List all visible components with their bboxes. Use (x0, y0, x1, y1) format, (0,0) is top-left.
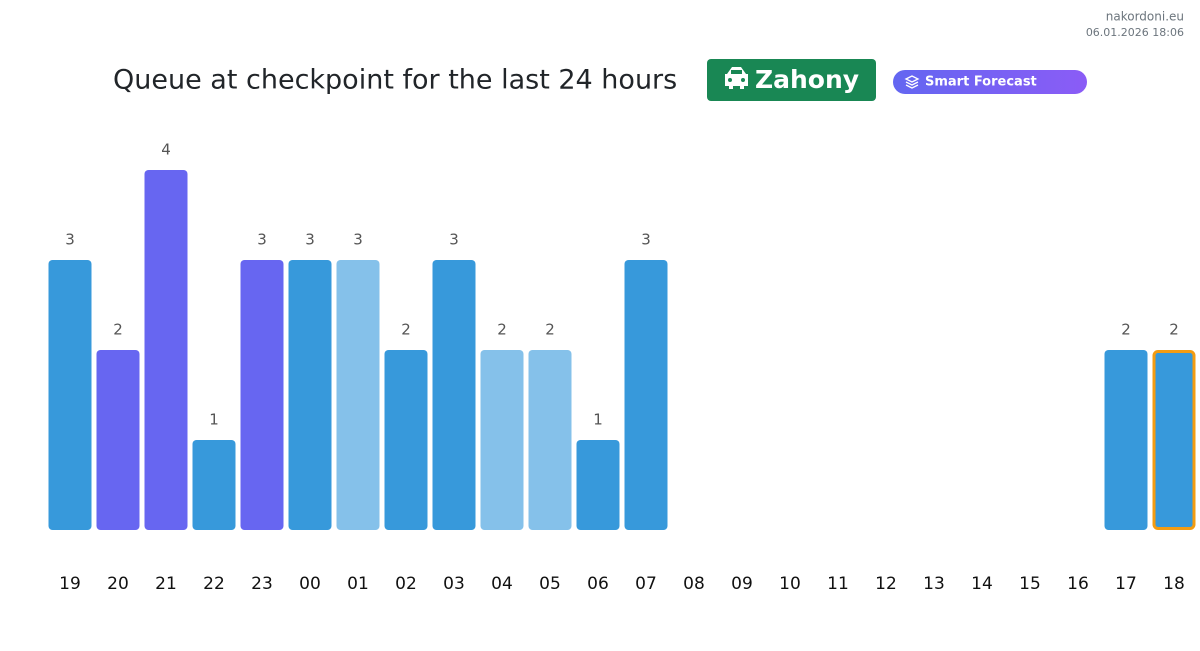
value-label: 2 (1121, 321, 1131, 339)
x-tick-label: 23 (251, 574, 273, 594)
x-tick-label: 14 (971, 574, 993, 594)
x-tick-label: 09 (731, 574, 753, 594)
bar (336, 260, 380, 530)
value-label: 3 (641, 231, 651, 249)
x-tick-label: 18 (1163, 574, 1185, 594)
bar (1152, 350, 1196, 530)
x-tick-label: 11 (827, 574, 849, 594)
x-tick-label: 03 (443, 574, 465, 594)
bar (1104, 350, 1148, 530)
bar (528, 350, 572, 530)
x-tick-label: 00 (299, 574, 321, 594)
bar (192, 440, 236, 530)
x-tick-label: 22 (203, 574, 225, 594)
value-label: 3 (305, 231, 315, 249)
x-tick-label: 17 (1115, 574, 1137, 594)
checkpoint-name: Zahony (755, 65, 859, 94)
value-label: 2 (497, 321, 507, 339)
bar (624, 260, 668, 530)
x-tick-label: 10 (779, 574, 801, 594)
timestamp: 06.01.2026 18:06 (1086, 26, 1184, 39)
x-tick-label: 08 (683, 574, 705, 594)
site-name: nakordoni.eu (1106, 10, 1184, 24)
x-tick-label: 21 (155, 574, 177, 594)
value-label: 2 (113, 321, 123, 339)
value-label: 1 (593, 411, 603, 429)
value-label: 3 (65, 231, 75, 249)
forecast-label[interactable]: Smart Forecast (925, 75, 1037, 90)
x-tick-label: 19 (59, 574, 81, 594)
value-label: 3 (257, 231, 267, 249)
bar (480, 350, 524, 530)
value-label: 1 (209, 411, 219, 429)
bar (576, 440, 620, 530)
chart-title: Queue at checkpoint for the last 24 hour… (113, 65, 677, 96)
x-tick-label: 16 (1067, 574, 1089, 594)
x-tick-label: 01 (347, 574, 369, 594)
x-tick-label: 12 (875, 574, 897, 594)
value-label: 2 (545, 321, 555, 339)
value-label: 2 (1169, 321, 1179, 339)
value-label: 3 (353, 231, 363, 249)
x-tick-label: 05 (539, 574, 561, 594)
bar (144, 170, 188, 530)
bar (384, 350, 428, 530)
bar (288, 260, 332, 530)
x-tick-label: 20 (107, 574, 129, 594)
x-tick-label: 06 (587, 574, 609, 594)
bar (96, 350, 140, 530)
value-label: 2 (401, 321, 411, 339)
value-label: 3 (449, 231, 459, 249)
checkpoint-badge (707, 59, 876, 101)
x-tick-label: 13 (923, 574, 945, 594)
bar (48, 260, 92, 530)
bar (240, 260, 284, 530)
x-tick-label: 07 (635, 574, 657, 594)
x-tick-label: 04 (491, 574, 513, 594)
value-label: 4 (161, 141, 171, 159)
car-icon (725, 67, 748, 89)
x-tick-label: 02 (395, 574, 417, 594)
layers-icon (904, 75, 920, 89)
x-tick-label: 15 (1019, 574, 1041, 594)
bar (432, 260, 476, 530)
forecast-badge[interactable] (893, 70, 1087, 94)
